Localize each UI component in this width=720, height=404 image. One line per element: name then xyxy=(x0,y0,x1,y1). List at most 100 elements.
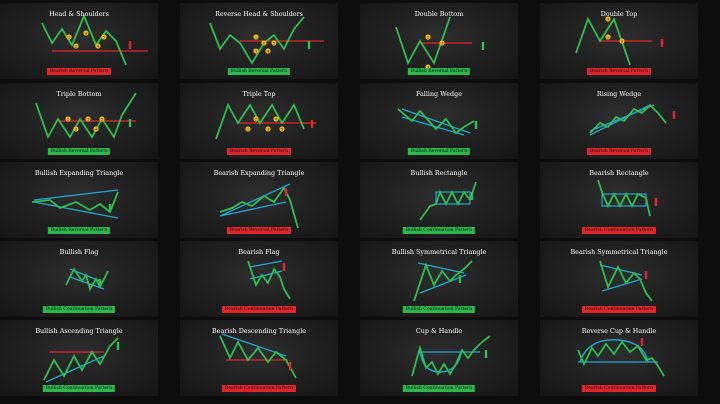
pattern-card: Bullish Symmetrical Triangle Bullish Cont… xyxy=(360,241,518,317)
price-line xyxy=(215,102,305,140)
pattern-title: Reverse Head & Shoulders xyxy=(215,10,303,18)
pattern-type-badge: Bearish Continuation Pattern xyxy=(581,227,657,234)
price-line xyxy=(577,340,665,377)
pattern-type-badge: Bullish Reversal Pattern xyxy=(407,68,471,75)
breakout-down-candle xyxy=(644,271,648,279)
pattern-card: Bullish Expanding Triangle Bullish Revers… xyxy=(0,162,158,238)
trendline xyxy=(69,276,105,290)
point-marker-label: 1 xyxy=(607,36,609,40)
pattern-card: Bearish Descending Triangle Bearish Conti… xyxy=(180,320,338,396)
pattern-card: 1 2 3 4 5 Head & Shoulders Bearish Reversal Pa… xyxy=(0,3,158,79)
pattern-title: Bearish Rectangle xyxy=(589,169,649,177)
pattern-type-badge: Bullish Continuation Pattern xyxy=(42,306,116,313)
trendline xyxy=(33,189,119,201)
pattern-type-badge: Bullish Continuation Pattern xyxy=(42,385,116,392)
pattern-diagram xyxy=(411,335,491,377)
point-marker xyxy=(605,34,611,40)
pattern-title: Double Bottom xyxy=(414,10,464,18)
pattern-card: 1 2 3 Double Bottom Bullish Reversal Pattern xyxy=(360,3,518,79)
point-marker-label: 1 xyxy=(247,128,249,132)
pattern-type-badge: Bullish Continuation Pattern xyxy=(402,385,476,392)
trendline xyxy=(401,108,471,134)
point-marker xyxy=(83,30,89,36)
price-line xyxy=(247,260,291,300)
point-marker-label: 2 xyxy=(255,118,257,122)
pattern-card: Bearish Expanding Triangle Bearish Revers… xyxy=(180,162,338,238)
breakout-up-candle xyxy=(108,204,112,212)
pattern-title: Triple Top xyxy=(242,90,276,98)
point-marker xyxy=(265,126,271,132)
breakout-down-candle xyxy=(282,263,286,271)
pattern-card: 1 2 3 4 5 Triple Top Bearish Reversal Pattern xyxy=(180,83,338,159)
point-marker xyxy=(95,43,101,49)
pattern-card: Bearish Flag Bearish Continuation Pattern xyxy=(180,241,338,317)
pattern-title: Triple Bottom xyxy=(56,90,102,98)
price-line xyxy=(575,16,631,66)
pattern-type-badge: Bearish Continuation Pattern xyxy=(221,385,297,392)
breakout-up-candle xyxy=(98,279,102,287)
point-marker xyxy=(619,38,625,44)
pattern-card: Bullish Flag Bullish Continuation Pattern xyxy=(0,241,158,317)
pattern-title: Rising Wedge xyxy=(596,90,642,98)
point-marker-label: 1 xyxy=(255,36,257,40)
pattern-diagram xyxy=(413,260,473,302)
point-marker xyxy=(265,48,271,54)
breakout-up-candle xyxy=(481,42,485,50)
pattern-title: Reverse Cup & Handle xyxy=(581,327,657,335)
trendline xyxy=(219,183,291,217)
point-marker-label: 3 xyxy=(427,66,429,70)
pattern-card: Cup & Handle Bullish Continuation Pattern xyxy=(360,320,518,396)
pattern-title: Head & Shoulders xyxy=(49,10,109,18)
price-line xyxy=(395,16,451,66)
pattern-diagram: 1 2 3 xyxy=(395,16,485,70)
point-marker xyxy=(73,126,79,132)
pattern-diagram xyxy=(597,179,658,217)
point-marker xyxy=(65,116,71,122)
breakout-up-candle xyxy=(458,275,462,283)
price-line xyxy=(41,13,127,66)
point-marker-label: 2 xyxy=(263,42,265,46)
breakout-down-candle xyxy=(128,41,132,49)
trendline xyxy=(45,355,105,383)
pattern-title: Bullish Rectangle xyxy=(410,169,468,177)
pattern-type-badge: Bearish Continuation Pattern xyxy=(221,306,297,313)
pattern-diagram: 1 2 3 xyxy=(575,16,664,66)
pattern-diagram xyxy=(219,333,297,379)
pattern-diagram xyxy=(31,189,119,219)
trendline xyxy=(219,201,287,217)
pattern-card: 1 2 3 Double Top Bearish Reversal Pattern xyxy=(540,3,698,79)
pattern-card: 1 2 3 4 5 Reverse Head & Shoulders Bullish Rev… xyxy=(180,3,338,79)
pattern-title: Bearish Flag xyxy=(238,248,280,256)
pattern-card: 1 2 3 4 5 Triple Bottom Bullish Reversal Patte… xyxy=(0,83,158,159)
breakout-down-candle xyxy=(660,39,664,47)
pattern-card: Reverse Cup & Handle Bearish Continuation… xyxy=(540,320,698,396)
point-marker xyxy=(85,116,91,122)
breakout-down-candle xyxy=(640,338,644,346)
point-marker xyxy=(253,34,259,40)
price-line xyxy=(31,191,119,214)
price-line xyxy=(397,108,475,135)
price-line xyxy=(219,186,299,229)
point-marker-label: 1 xyxy=(427,36,429,40)
point-marker-label: 5 xyxy=(101,118,103,122)
breakout-down-candle xyxy=(288,362,292,370)
pattern-title: Bullish Ascending Triangle xyxy=(35,327,123,335)
point-marker xyxy=(253,48,259,54)
point-marker-label: 3 xyxy=(85,32,87,36)
point-marker xyxy=(253,116,259,122)
price-line xyxy=(43,337,119,381)
point-marker-label: 2 xyxy=(621,40,623,44)
pattern-type-badge: Bullish Reversal Pattern xyxy=(47,148,111,155)
point-marker-label: 2 xyxy=(441,42,443,46)
price-line xyxy=(599,260,653,302)
point-marker-label: 3 xyxy=(607,18,609,22)
pattern-card: Bullish Ascending Triangle Bullish Contin… xyxy=(0,320,158,396)
pattern-diagram xyxy=(419,181,477,221)
trendline xyxy=(249,260,283,268)
point-marker xyxy=(273,116,279,122)
point-marker-label: 5 xyxy=(273,42,275,46)
